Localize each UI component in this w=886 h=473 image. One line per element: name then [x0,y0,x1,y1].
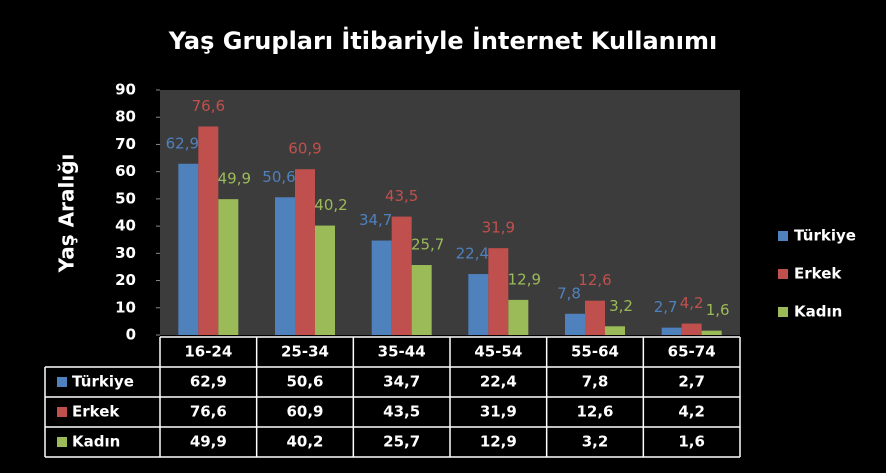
y-tick-label: 80 [115,108,136,126]
bar [295,169,315,335]
data-label: 25,7 [411,236,444,254]
data-label: 40,2 [314,196,347,214]
legend-swatch [778,307,788,317]
table-cell: 12,9 [480,433,517,451]
y-axis-title: Yaş Aralığı [55,154,79,274]
legend-label: Kadın [794,303,842,321]
table-row-label: Kadın [72,433,120,451]
y-tick-label: 30 [115,244,136,262]
table-cell: 34,7 [383,373,420,391]
table-cell: 7,8 [582,373,609,391]
plot-area [160,90,740,335]
table-cell: 31,9 [480,403,517,421]
table-cell: 22,4 [480,373,517,391]
bar [585,300,605,335]
table-cell: 25,7 [383,433,420,451]
legend-swatch [57,437,67,447]
bar [661,327,682,335]
data-label: 50,6 [262,168,295,186]
table-cell: 50,6 [286,373,323,391]
y-tick-label: 90 [115,81,136,99]
bar [565,313,585,335]
table-cell: 1,6 [678,433,705,451]
bar [488,248,509,335]
data-label: 62,9 [166,134,199,152]
legend-swatch [778,231,788,241]
data-label: 7,8 [557,284,581,302]
legend-swatch [57,407,67,417]
y-tick-label: 60 [115,162,136,180]
bar [198,126,219,335]
data-label: 2,7 [654,298,678,316]
table-cell: 62,9 [190,373,227,391]
table-row-label: Türkiye [72,373,134,391]
legend-label: Türkiye [794,227,856,245]
x-tick-label: 25-34 [281,343,329,361]
table-cell: 40,2 [286,433,323,451]
y-tick-label: 0 [126,326,136,344]
x-tick-label: 55-64 [571,343,619,361]
data-label: 12,6 [578,271,611,289]
bar [315,225,335,335]
x-tick-label: 35-44 [378,343,426,361]
legend-label: Erkek [794,265,842,283]
data-label: 3,2 [609,297,633,315]
legend-swatch [778,269,788,279]
data-label: 22,4 [456,245,489,263]
bar [275,197,295,335]
table-cell: 12,6 [576,403,613,421]
bar [218,199,239,335]
data-label: 34,7 [359,211,392,229]
bar [701,330,722,335]
chart-title: Yaş Grupları İtibariyle İnternet Kullanı… [168,26,717,55]
bar [508,299,529,335]
y-tick-label: 10 [115,298,136,316]
data-label: 49,9 [218,170,251,188]
x-tick-label: 16-24 [184,343,232,361]
y-tick-label: 70 [115,135,136,153]
bar [178,163,199,335]
data-label: 76,6 [192,97,225,115]
data-label: 12,9 [508,270,541,288]
table-cell: 3,2 [582,433,609,451]
data-label: 31,9 [482,219,515,237]
table-row-label: Erkek [72,403,120,421]
y-tick-label: 20 [115,271,136,289]
table-cell: 60,9 [286,403,323,421]
bar [411,265,432,335]
table-cell: 49,9 [190,433,227,451]
y-tick-label: 40 [115,217,136,235]
bar [468,274,489,335]
legend-swatch [57,377,67,387]
table-cell: 2,7 [678,373,705,391]
table-cell: 4,2 [678,403,705,421]
data-label: 4,2 [680,294,704,312]
bar [605,326,625,335]
data-label: 1,6 [706,301,730,319]
table-cell: 43,5 [383,403,420,421]
data-label: 43,5 [385,187,418,205]
bar [391,216,412,335]
y-tick-label: 50 [115,189,136,207]
x-tick-label: 45-54 [474,343,522,361]
data-label: 60,9 [288,140,321,158]
bar [371,240,392,335]
x-tick-label: 65-74 [668,343,716,361]
bar [681,323,702,335]
table-cell: 76,6 [190,403,227,421]
